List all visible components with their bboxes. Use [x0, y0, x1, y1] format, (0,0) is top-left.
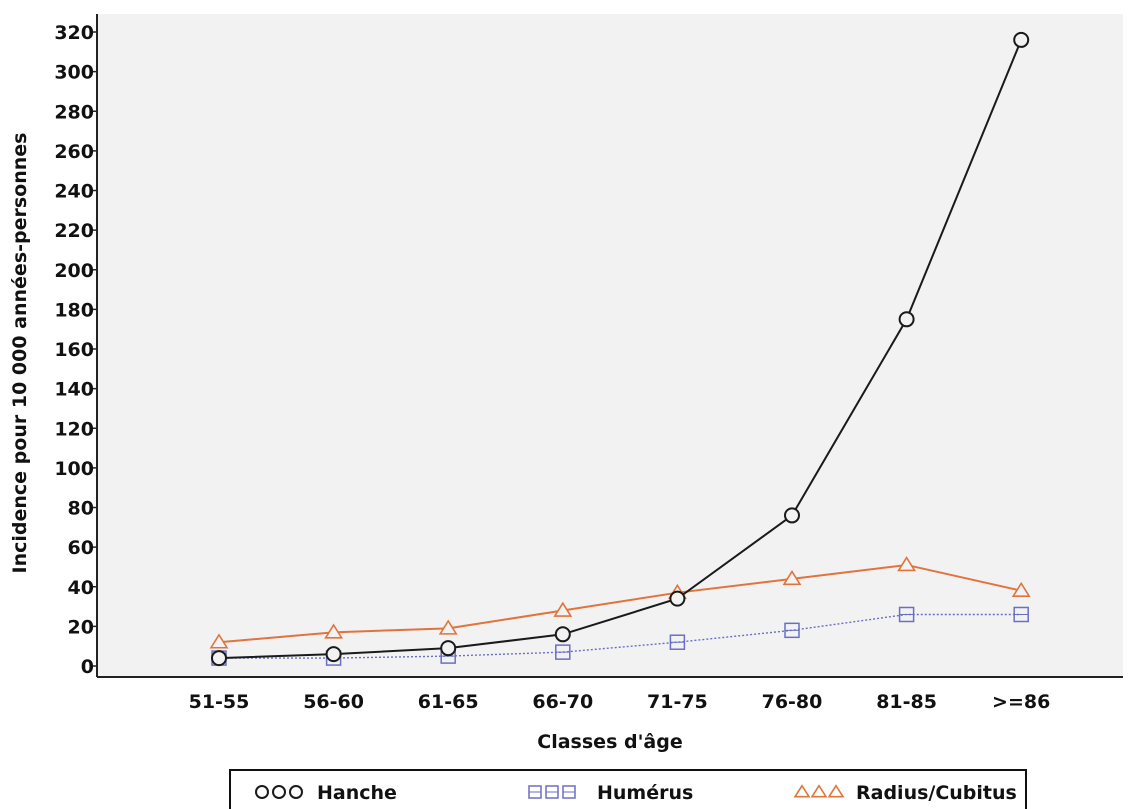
- y-tick-label: 40: [68, 577, 94, 599]
- y-axis-ticks: 0 20 40 60 80 100 120 140 160 180 200 220 240 260 280 3…: [54, 22, 97, 678]
- data-series: [209, 31, 1031, 667]
- legend-symbol: [810, 784, 828, 798]
- x-tick-label: 56-60: [303, 691, 364, 713]
- legend-symbol: [793, 784, 811, 798]
- plot-background: [97, 14, 1123, 677]
- series-line: [218, 563, 1022, 644]
- data-point: [782, 569, 802, 586]
- y-tick-label: 260: [54, 141, 94, 163]
- data-point: [211, 650, 227, 667]
- data-point: [553, 601, 573, 617]
- data-point: [669, 634, 686, 650]
- y-tick-label: 300: [54, 62, 94, 84]
- legend: Hanche Humérus Radius/Cubitus: [229, 769, 1027, 809]
- legend-label: Radius/Cubitus: [856, 782, 1017, 804]
- plot-area: [97, 14, 1123, 677]
- data-point: [209, 633, 229, 649]
- x-axis-ticks: 51-55 56-60 61-65 66-70 71-75 76-80 81-85 >=86: [189, 691, 1051, 713]
- x-tick-label: 61-65: [418, 691, 479, 713]
- y-tick-label: 60: [68, 537, 94, 559]
- data-point: [440, 640, 457, 657]
- x-tick-label: 51-55: [189, 691, 250, 713]
- y-tick-label: 180: [54, 299, 94, 321]
- series-0: [211, 31, 1030, 667]
- y-tick-label: 320: [54, 22, 94, 44]
- data-point: [1013, 31, 1030, 48]
- x-axis-title: Classes d'âge: [537, 731, 682, 753]
- data-point: [438, 619, 458, 635]
- y-tick-label: 100: [54, 458, 94, 480]
- data-point: [1013, 606, 1029, 623]
- legend-box: [229, 769, 1027, 809]
- y-tick-label: 220: [54, 220, 94, 242]
- legend-item: Radius/Cubitus: [793, 782, 1017, 804]
- y-tick-label: 80: [68, 498, 94, 520]
- data-point: [897, 556, 917, 572]
- x-tick-label: 71-75: [647, 691, 708, 713]
- legend-symbol: [272, 785, 286, 799]
- data-point: [898, 311, 915, 328]
- legend-item: Humérus: [528, 782, 693, 804]
- y-axis-title: Incidence pour 10 000 années-personnes: [9, 133, 31, 574]
- data-point: [898, 606, 915, 623]
- legend-label: Hanche: [317, 782, 397, 804]
- y-tick-label: 280: [54, 101, 94, 123]
- y-tick-label: 160: [54, 339, 94, 361]
- x-tick-label: 81-85: [876, 691, 937, 713]
- legend-symbol: [255, 785, 269, 799]
- data-point: [669, 590, 686, 607]
- data-point: [324, 623, 344, 639]
- y-tick-label: 20: [68, 616, 94, 638]
- legend-label: Humérus: [597, 782, 693, 804]
- y-tick-label: 200: [54, 260, 94, 282]
- data-point: [784, 507, 800, 524]
- data-point: [554, 626, 571, 643]
- y-tick-label: 140: [54, 379, 94, 401]
- x-tick-label: 76-80: [762, 691, 823, 713]
- data-point: [555, 644, 571, 660]
- data-point: [784, 622, 800, 639]
- legend-symbol: [827, 784, 845, 798]
- legend-symbol: [562, 785, 576, 799]
- y-tick-label: 120: [54, 418, 94, 440]
- data-point: [325, 646, 342, 663]
- axes: [96, 14, 1123, 678]
- y-tick-label: 0: [81, 656, 94, 678]
- legend-symbol: [289, 785, 303, 799]
- y-tick-label: 240: [54, 181, 94, 203]
- legend-symbol: [545, 785, 559, 799]
- legend-item: Hanche: [255, 782, 397, 804]
- x-tick-label: >=86: [992, 691, 1050, 713]
- series-line: [218, 39, 1023, 660]
- legend-symbol: [528, 785, 542, 799]
- series-line: [219, 613, 1022, 659]
- data-point: [1011, 581, 1031, 598]
- x-tick-label: 66-70: [532, 691, 593, 713]
